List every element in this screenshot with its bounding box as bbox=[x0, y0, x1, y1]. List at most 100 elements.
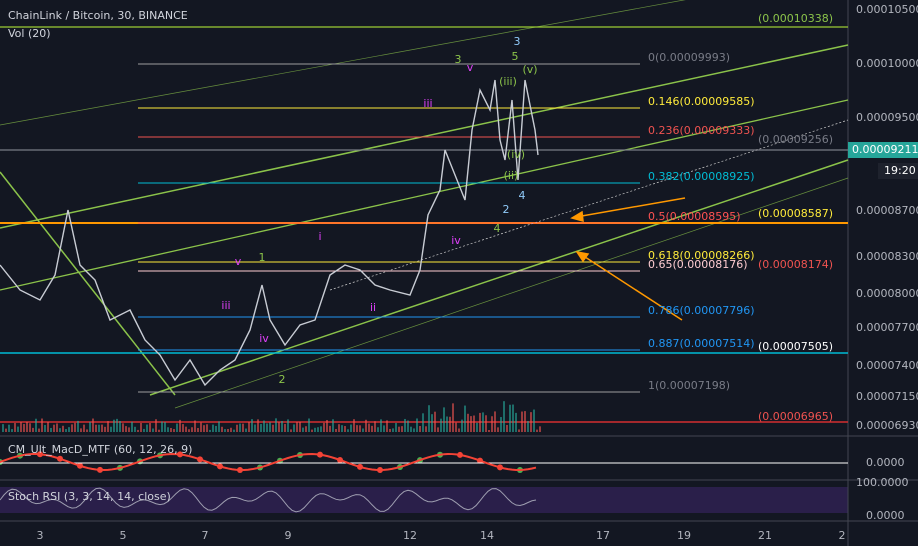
volume-bar bbox=[455, 422, 457, 432]
volume-bars bbox=[2, 401, 541, 432]
fib-label: 0.786(0.00007796) bbox=[648, 304, 755, 317]
volume-bar bbox=[104, 426, 106, 432]
wave-label: 4 bbox=[519, 189, 526, 202]
wave-label: (v) bbox=[522, 63, 537, 76]
wave-label: i bbox=[318, 230, 321, 243]
volume-bar bbox=[353, 419, 355, 432]
indicator-lines bbox=[0, 451, 848, 513]
volume-bar bbox=[89, 421, 91, 432]
volume-bar bbox=[374, 421, 376, 432]
volume-bar bbox=[410, 426, 412, 432]
volume-bar bbox=[296, 422, 298, 432]
time-tick-label: 9 bbox=[285, 529, 292, 542]
volume-bar bbox=[527, 421, 529, 432]
price-path bbox=[0, 79, 539, 387]
volume-bar bbox=[176, 423, 178, 432]
volume-bar bbox=[377, 427, 379, 432]
volume-bar bbox=[77, 420, 79, 432]
volume-bar bbox=[239, 423, 241, 432]
volume-bar bbox=[236, 424, 238, 432]
volume-bar bbox=[386, 420, 388, 432]
volume-bar bbox=[221, 426, 223, 432]
volume-bar bbox=[152, 428, 154, 432]
volume-bar bbox=[110, 426, 112, 432]
volume-bar bbox=[191, 427, 193, 432]
volume-bar bbox=[113, 419, 115, 432]
volume-bar bbox=[164, 422, 166, 432]
volume-bar bbox=[515, 412, 517, 432]
volume-bar bbox=[323, 422, 325, 432]
fib-label: 0.887(0.00007514) bbox=[648, 337, 755, 350]
volume-bar bbox=[50, 427, 52, 432]
stoch-axis-label: 0.0000 bbox=[866, 509, 905, 522]
volume-bar bbox=[8, 424, 10, 432]
volume-bar bbox=[317, 427, 319, 432]
volume-bar bbox=[422, 413, 424, 432]
volume-bar bbox=[347, 429, 349, 432]
wave-label: iii bbox=[423, 97, 432, 110]
time-tick-label: 21 bbox=[758, 529, 772, 542]
price-tick-label: 0.00008000 bbox=[856, 287, 918, 300]
volume-bar bbox=[65, 429, 67, 432]
volume-bar bbox=[446, 416, 448, 432]
volume-bar bbox=[485, 415, 487, 432]
volume-bar bbox=[227, 429, 229, 432]
volume-bar bbox=[14, 422, 16, 432]
stoch-title: Stoch RSI (3, 3, 14, 14, close) bbox=[8, 490, 171, 503]
fib-label: 0.618(0.00008266) bbox=[648, 249, 755, 262]
volume-bar bbox=[470, 416, 472, 432]
price-line-label: (0.00009256) bbox=[758, 133, 833, 146]
fib-label: 0.65(0.00008176) bbox=[648, 258, 748, 271]
volume-bar bbox=[83, 424, 85, 432]
stoch-axis-label: 100.0000 bbox=[856, 476, 909, 489]
volume-bar bbox=[464, 405, 466, 432]
wave-label: iv bbox=[451, 234, 461, 247]
volume-bar bbox=[380, 419, 382, 432]
volume-bar bbox=[278, 422, 280, 432]
last-price: 0.00009211 bbox=[852, 143, 918, 156]
volume-bar bbox=[311, 429, 313, 432]
volume-bar bbox=[23, 424, 25, 432]
volume-bar bbox=[494, 411, 496, 432]
price-line-label: (0.00010338) bbox=[758, 12, 833, 25]
volume-bar bbox=[38, 428, 40, 432]
volume-bar bbox=[245, 428, 247, 432]
volume-bar bbox=[17, 426, 19, 432]
price-tick-label: 0.00006930 bbox=[856, 419, 918, 432]
volume-bar bbox=[155, 419, 157, 432]
volume-bar bbox=[68, 427, 70, 432]
volume-bar bbox=[425, 426, 427, 432]
volume-bar bbox=[281, 420, 283, 432]
wave-label: 2 bbox=[503, 203, 510, 216]
fib-label: 1(0.00007198) bbox=[648, 379, 730, 392]
volume-bar bbox=[299, 421, 301, 432]
channels bbox=[0, 0, 849, 423]
volume-bar bbox=[161, 421, 163, 432]
volume-bar bbox=[173, 429, 175, 432]
volume-bar bbox=[182, 424, 184, 432]
volume-bar bbox=[431, 414, 433, 432]
time-tick-label: 3 bbox=[37, 529, 44, 542]
volume-bar bbox=[404, 418, 406, 432]
price-tick-label: 0.00010000 bbox=[856, 57, 918, 70]
wave-label: 4 bbox=[494, 222, 501, 235]
volume-bar bbox=[338, 424, 340, 432]
volume-bar bbox=[59, 428, 61, 432]
volume-bar bbox=[5, 428, 7, 432]
volume-bar bbox=[107, 421, 109, 432]
volume-bar bbox=[266, 423, 268, 432]
volume-bar bbox=[275, 418, 277, 432]
countdown-box bbox=[878, 163, 918, 179]
time-tick-label: 12 bbox=[403, 529, 417, 542]
volume-bar bbox=[131, 421, 133, 432]
volume-bar bbox=[332, 419, 334, 432]
price-tick-label: 0.00010500 bbox=[856, 3, 918, 16]
price-line-label: (0.00008587) bbox=[758, 207, 833, 220]
volume-bar bbox=[398, 426, 400, 432]
volume-bar bbox=[224, 429, 226, 432]
volume-bar bbox=[491, 416, 493, 432]
volume-bar bbox=[179, 419, 181, 432]
wave-label: v bbox=[235, 255, 242, 268]
